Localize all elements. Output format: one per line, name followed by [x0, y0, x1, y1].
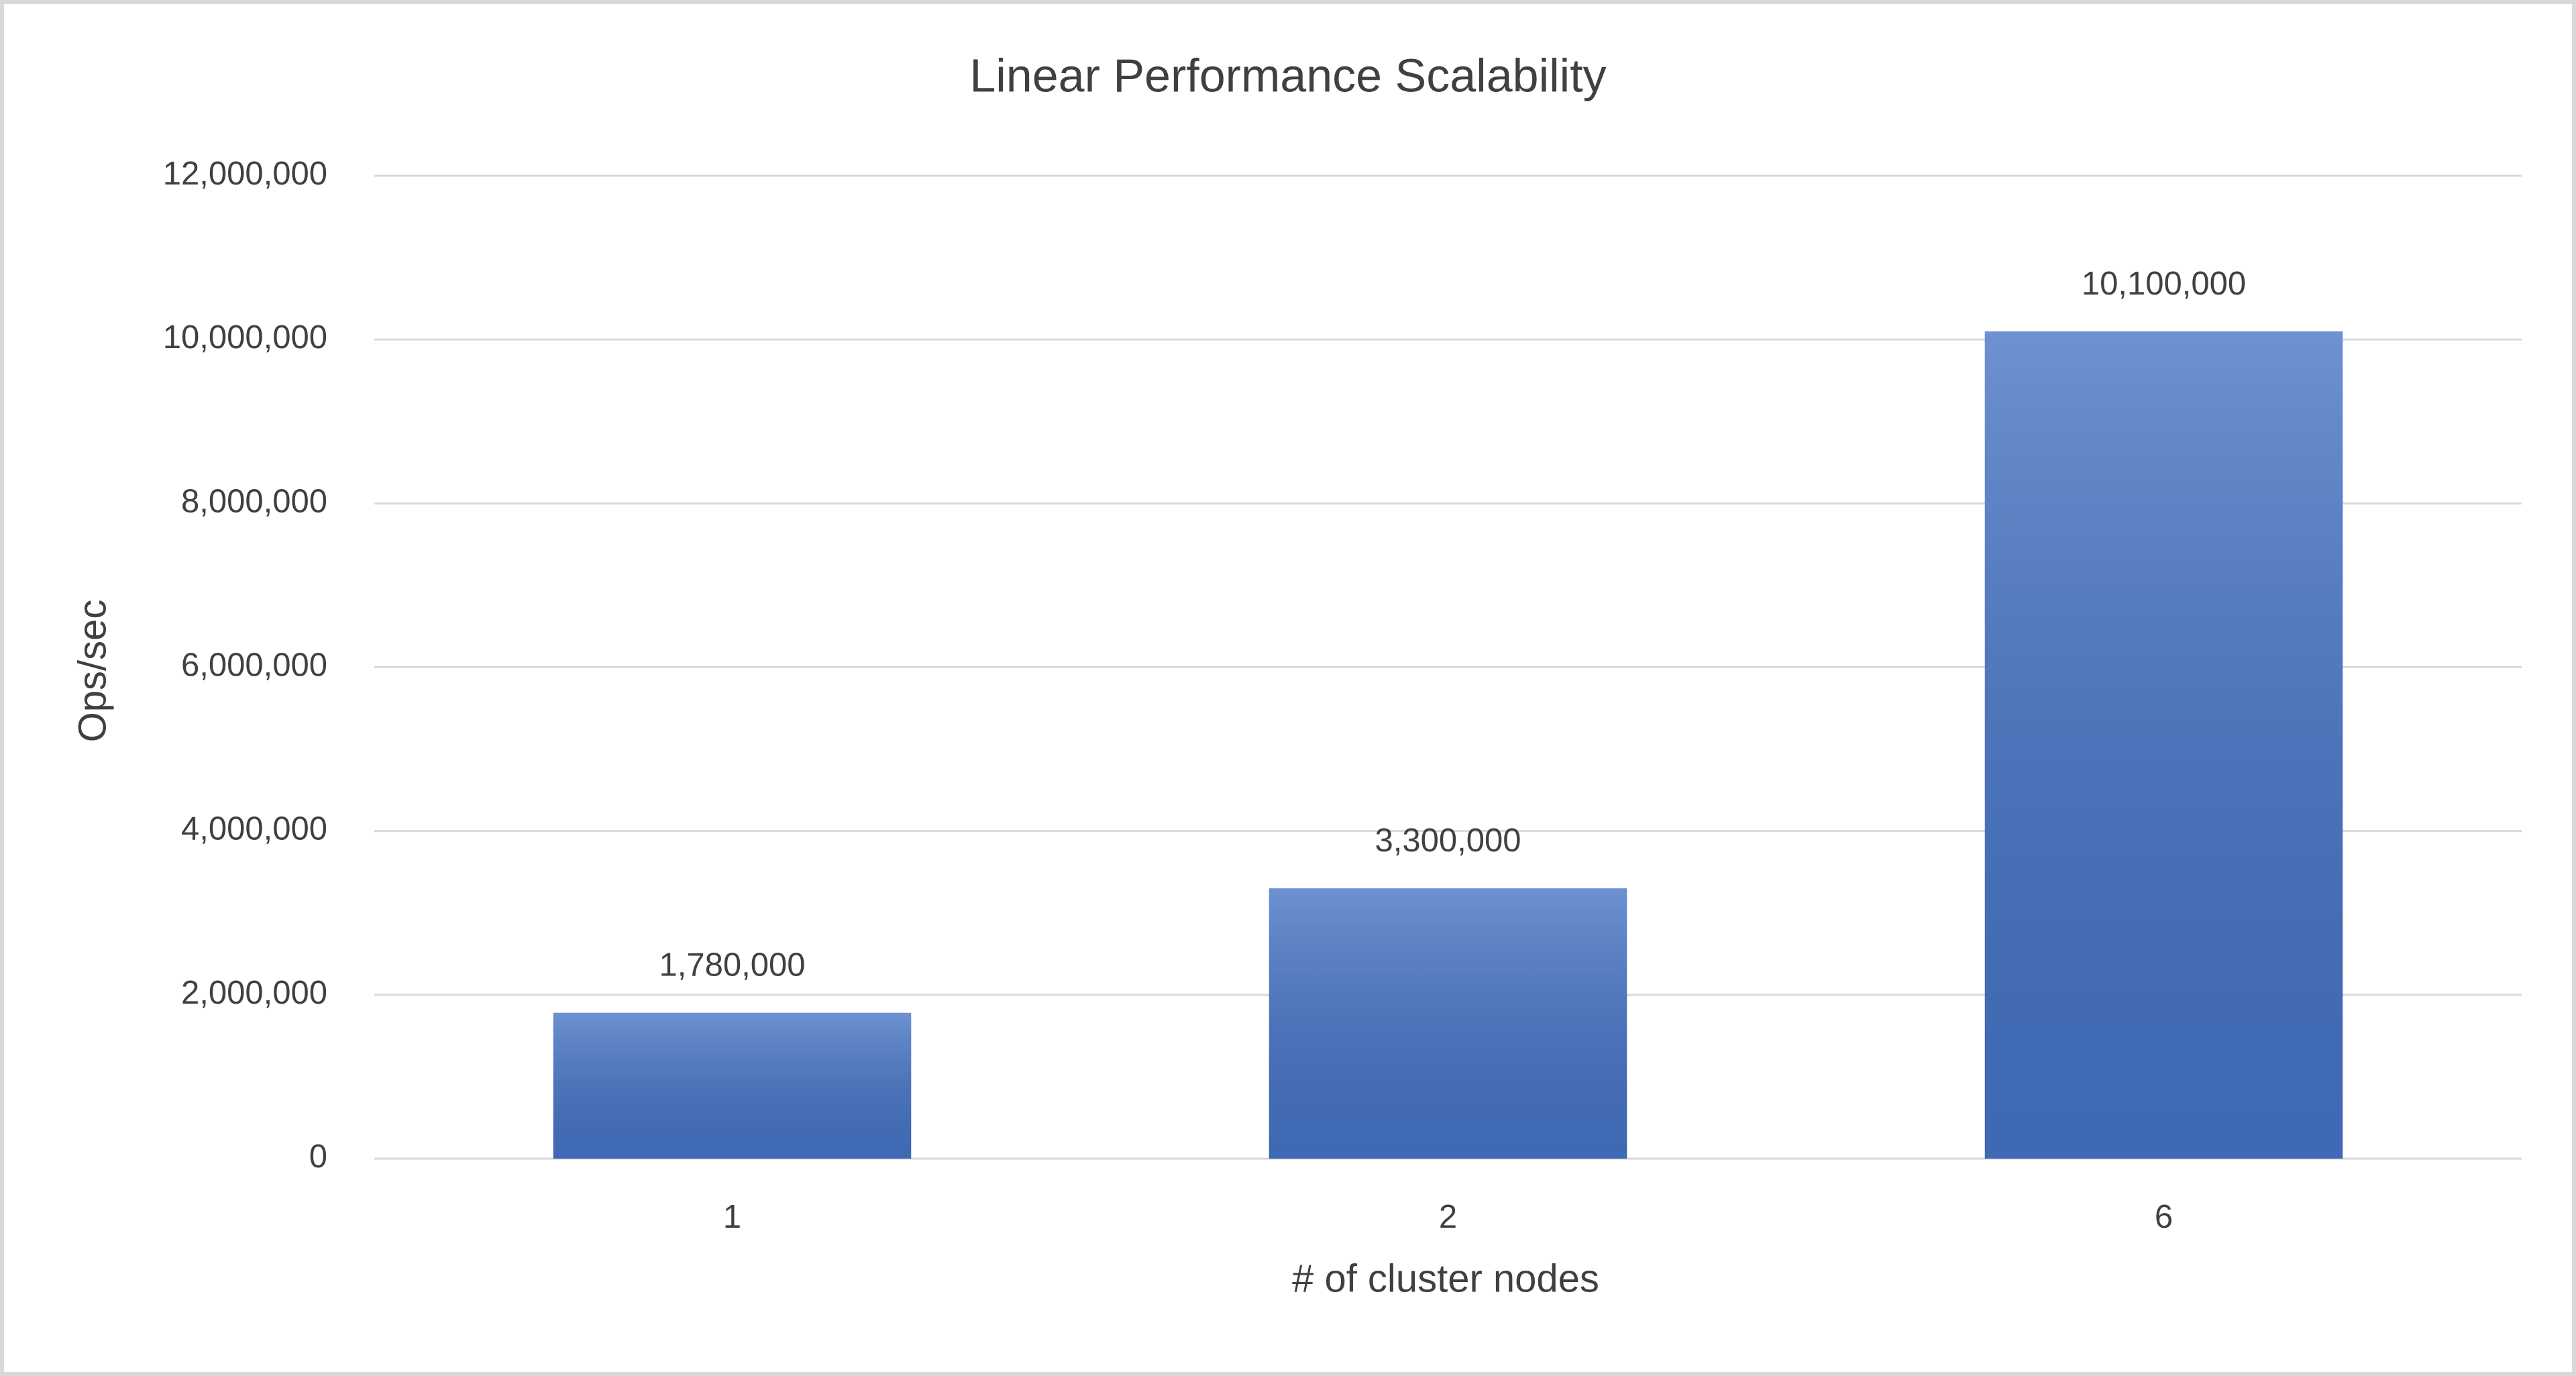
x-tick-label: 1: [723, 1199, 741, 1235]
chart-title: Linear Performance Scalability: [969, 49, 1606, 101]
x-tick-label: 6: [2155, 1199, 2173, 1235]
x-tick-label: 2: [1439, 1199, 1457, 1235]
y-tick-label: 2,000,000: [181, 975, 327, 1011]
data-label: 10,100,000: [2082, 266, 2246, 302]
y-tick-label: 10,000,000: [163, 319, 327, 356]
y-tick-label: 8,000,000: [181, 483, 327, 519]
y-axis-title: Ops/sec: [70, 600, 114, 743]
data-label: 3,300,000: [1375, 823, 1521, 859]
bar-shade: [1269, 888, 1627, 1159]
bar-shade: [1984, 331, 2343, 1159]
bar-shade: [553, 1012, 912, 1159]
y-tick-label: 4,000,000: [181, 811, 327, 847]
y-tick-label: 0: [309, 1139, 327, 1175]
y-tick-label: 6,000,000: [181, 647, 327, 683]
x-axis-title: # of cluster nodes: [1292, 1257, 1599, 1300]
y-tick-label: 12,000,000: [163, 156, 327, 192]
data-label: 1,780,000: [659, 947, 806, 984]
